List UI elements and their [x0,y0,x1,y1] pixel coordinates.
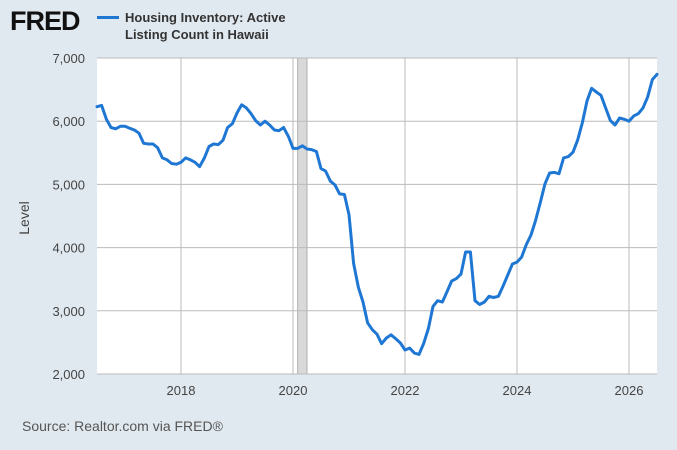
y-tick-label: 3,000 [52,304,85,319]
y-axis-ticks: 2,000 3,000 4,000 5,000 6,000 7,000 [52,51,85,382]
y-tick-label: 4,000 [52,241,85,256]
fred-logo: FRED [10,6,80,36]
x-tick-label: 2026 [615,383,644,398]
series-line [95,72,659,356]
y-tick-label: 7,000 [52,51,85,66]
x-tick-label: 2024 [503,383,532,398]
plot-area [97,58,657,374]
x-tick-label: 2020 [279,383,308,398]
x-tick-label: 2018 [167,383,196,398]
y-tick-label: 2,000 [52,367,85,382]
x-axis-ticks: 2018 2020 2022 2024 2026 [167,383,644,398]
y-tick-label: 5,000 [52,177,85,192]
gridlines [97,57,657,375]
legend-series-title: Housing Inventory: Active Listing Count … [125,10,286,42]
y-tick-label: 6,000 [52,114,85,129]
recession-band [297,57,308,375]
legend-line-swatch [97,16,119,19]
source-note: Source: Realtor.com via FRED® [22,418,223,434]
x-tick-label: 2022 [391,383,420,398]
y-axis-label: Level [16,201,32,234]
recession-shading [297,57,308,375]
